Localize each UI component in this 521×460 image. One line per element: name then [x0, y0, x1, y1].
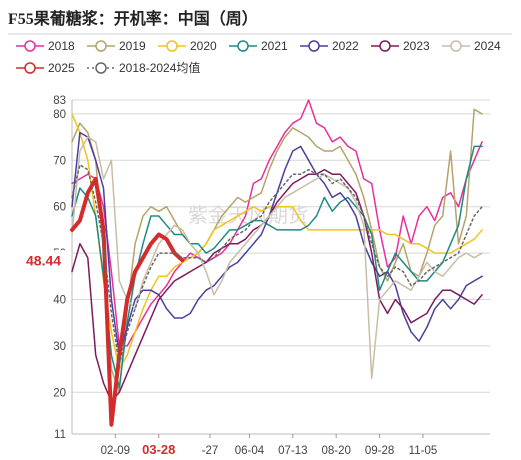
legend-label: 2022	[332, 39, 359, 53]
legend-item-2023[interactable]: 2023	[371, 39, 430, 53]
legend-item-2018-2024均值[interactable]: 2018-2024均值	[87, 60, 200, 75]
legend-item-2020[interactable]: 2020	[158, 39, 217, 53]
legend-swatch-marker	[238, 41, 248, 51]
x-tick-label: 03-28	[142, 442, 175, 457]
x-tick-label: 09-28	[365, 445, 394, 457]
legend-label: 2024	[474, 39, 501, 53]
legend: 2018 2019 2020 2021 2022 2023 2024 2025 2018-202…	[16, 39, 501, 75]
series-2021	[72, 146, 482, 387]
series-line-2022	[72, 133, 482, 356]
legend-label: 2018-2024均值	[119, 60, 200, 75]
legend-label: 2023	[403, 39, 430, 53]
x-tick-label: -27	[202, 445, 219, 457]
legend-swatch-marker	[96, 63, 106, 73]
legend-item-2018[interactable]: 2018	[16, 39, 75, 53]
x-tick-label: 08-20	[321, 445, 350, 457]
legend-label: 2025	[48, 61, 75, 75]
series-2025	[72, 179, 182, 425]
legend-swatch-marker	[96, 41, 106, 51]
legend-swatch-marker	[380, 41, 390, 51]
y-tick-label: 70	[53, 155, 66, 167]
legend-item-2024[interactable]: 2024	[442, 39, 501, 53]
series-line-2019	[72, 109, 482, 392]
legend-swatch-marker	[25, 41, 35, 51]
y-tick-label: 80	[53, 109, 66, 121]
y-tick-label: 60	[53, 202, 66, 214]
legend-label: 2018	[48, 39, 75, 53]
legend-label: 2020	[190, 39, 217, 53]
legend-swatch-marker	[167, 41, 177, 51]
legend-item-2021[interactable]: 2021	[229, 39, 288, 53]
series-line-2021	[72, 146, 482, 387]
y-tick-label: 40	[53, 294, 66, 306]
y-tick-label: 11	[54, 429, 66, 441]
legend-item-2025[interactable]: 2025	[16, 61, 75, 75]
legend-item-2022[interactable]: 2022	[300, 39, 359, 53]
legend-swatch-marker	[25, 63, 35, 73]
gridlines	[72, 100, 490, 434]
x-tick-label: 06-04	[235, 445, 265, 457]
chart-title: F55果葡糖浆：开机率：中国（周）	[8, 9, 258, 28]
legend-swatch-marker	[451, 41, 461, 51]
x-tick-label: 07-13	[278, 445, 307, 457]
y-tick-label: 30	[53, 341, 66, 353]
series-2019	[72, 109, 482, 392]
current-value-callout: 48.44	[26, 252, 61, 268]
plot-area	[72, 100, 482, 425]
x-tick-label: 11-05	[409, 445, 438, 457]
legend-label: 2019	[119, 39, 146, 53]
y-tick-label: 83	[53, 95, 66, 107]
y-tick-label: 20	[53, 387, 66, 399]
series-line-2025	[72, 179, 182, 425]
legend-swatch-marker	[309, 41, 319, 51]
series-2022	[72, 133, 482, 356]
legend-item-2019[interactable]: 2019	[87, 39, 146, 53]
x-axis: 02-09 03-28 -27 06-04 07-13 08-20 09-28 11-05	[101, 434, 438, 457]
legend-label: 2021	[261, 39, 288, 53]
x-tick-label: 02-09	[101, 445, 130, 457]
